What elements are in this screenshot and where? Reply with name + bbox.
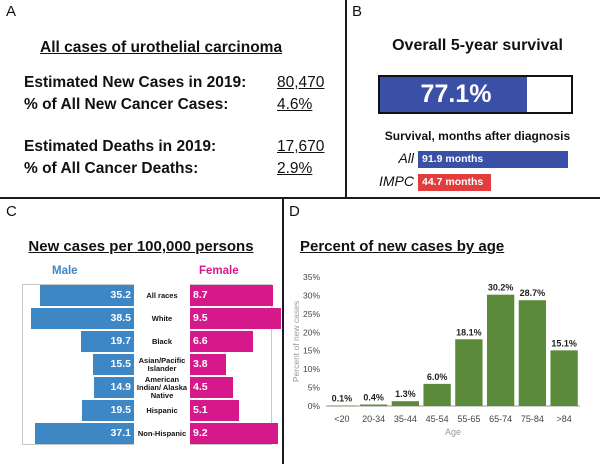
butterfly-row: 14.9 4.5 American Indian/ Alaska Native: [22, 375, 272, 399]
legend-female: Female: [199, 265, 239, 277]
age-bar: [455, 339, 483, 406]
panel-a-title: All cases of urothelial carcinoma: [40, 39, 283, 56]
y-tick-label: 25%: [303, 309, 320, 319]
panel-b-subtitle: Survival, months after diagnosis: [384, 129, 571, 143]
y-tick-label: 0%: [308, 401, 321, 411]
bar-female: 6.6: [190, 331, 254, 352]
panel-a-row-value: 17,670: [277, 138, 325, 155]
bar-male: 15.5: [92, 354, 134, 375]
butterfly-row: 37.1 9.2 Non-Hispanic: [22, 422, 279, 445]
bar-male: 37.1: [35, 423, 134, 444]
survival-value: 77.1%: [420, 80, 492, 108]
panel-c-letter: C: [6, 203, 17, 220]
panel-a-letter: A: [6, 3, 17, 20]
bar-value-label: 18.1%: [456, 327, 482, 337]
survival-bar-impc: 44.7 months: [418, 174, 491, 191]
y-tick-label: 10%: [303, 364, 320, 374]
x-tick-label: 45-54: [426, 414, 449, 424]
bar-female: 9.2: [190, 423, 279, 444]
bar-value-label: 30.2%: [488, 283, 514, 293]
y-tick-label: 20%: [303, 327, 320, 337]
x-axis-label: Age: [445, 427, 461, 437]
bar-female: 9.5: [190, 308, 281, 329]
butterfly-row: 38.5 9.5 White: [22, 307, 281, 330]
bar-value-label: 15.1%: [551, 338, 577, 348]
survival-bar-all: 91.9 months: [418, 151, 568, 168]
panel-a-row-label: Estimated New Cases in 2019:: [24, 74, 247, 91]
butterfly-row: 19.5 5.1 Hispanic: [22, 399, 272, 422]
y-tick-label: 15%: [303, 346, 320, 356]
butterfly-row: 15.5 3.8 Asian/Pacific Islander: [22, 353, 272, 376]
butterfly-row: 19.7 6.6 Black: [22, 330, 272, 353]
survival-gauge-fill: [380, 77, 528, 112]
age-bar: [359, 404, 388, 406]
category-label: American Indian/ Alaska Native: [134, 375, 190, 399]
panel-b-letter: B: [352, 3, 363, 20]
bar-male: 19.5: [82, 400, 134, 421]
survival-category-impc: IMPC: [379, 173, 414, 189]
legend-male: Male: [52, 265, 78, 277]
bar-male: 38.5: [31, 308, 134, 329]
y-tick-label: 5%: [308, 383, 321, 393]
bar-male: 14.9: [94, 377, 134, 398]
x-tick-label: 35-44: [394, 414, 417, 424]
bar-male: 19.7: [81, 331, 134, 352]
bar-value-label: 0.4%: [363, 393, 384, 403]
survival-gauge: 77.1%: [378, 75, 573, 114]
panel-d-letter: D: [289, 203, 300, 220]
bar-female: 3.8: [190, 354, 227, 375]
panel-b-title: Overall 5-year survival: [392, 37, 563, 54]
divider-horizontal: [0, 197, 600, 199]
x-tick-label: 20-34: [362, 414, 385, 424]
x-tick-label: 55-65: [457, 414, 480, 424]
bar-female: 8.7: [190, 285, 274, 306]
category-label: Hispanic: [134, 399, 190, 422]
panel-a-row-value: 80,470: [277, 74, 325, 91]
age-bar: [328, 405, 356, 407]
x-tick-label: >84: [556, 414, 571, 424]
panel-a-row-label: % of All New Cancer Cases:: [24, 96, 229, 113]
butterfly-row: 35.2 8.7 All races: [22, 284, 274, 307]
bar-value-label: 1.3%: [395, 389, 416, 399]
category-label: Asian/Pacific Islander: [134, 353, 190, 376]
y-tick-label: 35%: [303, 272, 320, 282]
category-label: Black: [134, 330, 190, 353]
y-axis-label: Percent of new cases: [291, 301, 301, 382]
category-label: All races: [134, 284, 190, 307]
bar-female: 5.1: [190, 400, 239, 421]
panel-a-row-value: 2.9%: [277, 160, 313, 177]
age-bar: [423, 383, 451, 406]
category-label: White: [134, 307, 190, 330]
age-bar: [391, 401, 420, 406]
x-tick-label: 75-84: [521, 414, 544, 424]
divider-vertical-bottom: [282, 198, 284, 464]
panel-a-row-value: 4.6%: [277, 96, 313, 113]
bar-value-label: 28.7%: [520, 288, 546, 298]
bar-male: 35.2: [40, 285, 134, 306]
divider-vertical-top: [345, 0, 347, 198]
panel-d-title: Percent of new cases by age: [300, 238, 505, 255]
age-bar: [518, 300, 547, 406]
age-bar: [486, 294, 515, 406]
bar-value-label: 6.0%: [427, 372, 448, 382]
bar-value-label: 0.1%: [332, 394, 353, 404]
x-tick-label: <20: [334, 414, 349, 424]
y-tick-label: 30%: [303, 290, 320, 300]
bar-female: 4.5: [190, 377, 234, 398]
x-tick-label: 65-74: [489, 414, 512, 424]
survival-category-all: All: [398, 150, 414, 166]
panel-a-row-label: Estimated Deaths in 2019:: [24, 138, 217, 155]
category-label: Non-Hispanic: [134, 422, 190, 445]
panel-a-row-label: % of All Cancer Deaths:: [24, 160, 199, 177]
age-bar: [550, 350, 578, 406]
panel-c-title: New cases per 100,000 persons: [28, 238, 254, 255]
